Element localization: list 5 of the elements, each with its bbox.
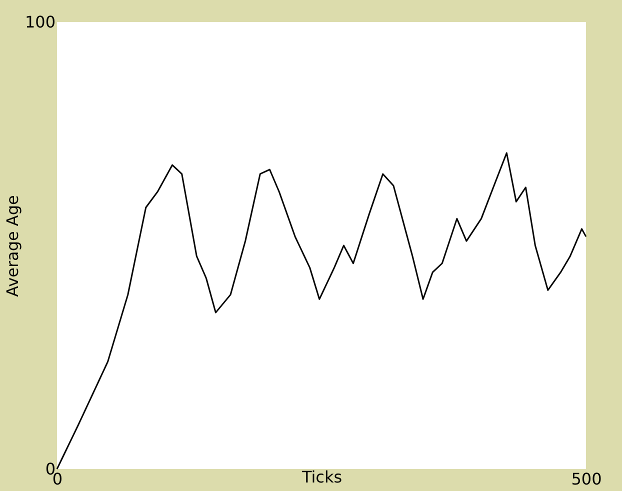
line-series: [56, 152, 587, 470]
y-tick-label: 100: [24, 12, 56, 32]
x-tick-label: 500: [571, 470, 602, 488]
x-axis-title: Ticks: [300, 468, 342, 486]
y-axis-title: Average Age: [2, 195, 22, 297]
